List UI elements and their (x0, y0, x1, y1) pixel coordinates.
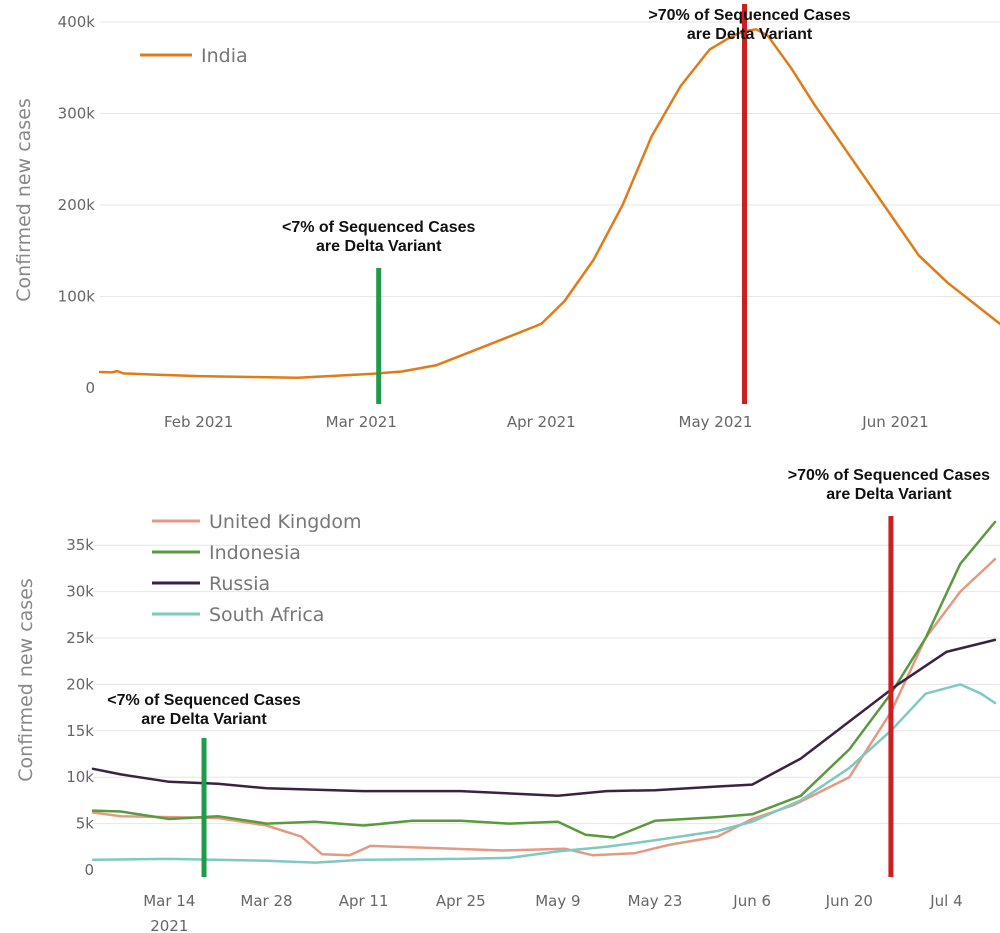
y-tick-label: 200k (58, 196, 96, 214)
annotation-bar (742, 4, 748, 404)
annotation-text: <7% of Sequenced Cases (107, 692, 301, 709)
y-tick-label: 25k (66, 629, 94, 647)
legend-label-united-kingdom: United Kingdom (209, 511, 362, 533)
annotation-bar (888, 516, 894, 877)
annotation-text: >70% of Sequenced Cases (648, 7, 850, 24)
x-tick-label: Mar 2021 (326, 413, 397, 431)
y-tick-label: 400k (58, 13, 96, 31)
y-axis-label: Confirmed new cases (13, 98, 35, 302)
series-line-india (98, 28, 1000, 380)
y-tick-label: 10k (66, 768, 94, 786)
annotation-bar (201, 738, 207, 877)
y-tick-label: 100k (58, 288, 96, 306)
y-tick-label: 20k (66, 675, 94, 693)
series-line-indonesia (91, 520, 997, 839)
y-tick-label: 300k (58, 105, 96, 123)
x-tick-label: Mar 28 (240, 892, 292, 910)
x-tick-label: Jun 20 (825, 892, 873, 910)
x-tick-label: May 2021 (679, 413, 753, 431)
x-tick-label: Mar 14 (143, 892, 195, 910)
x-tick-label: May 23 (628, 892, 683, 910)
x-tick-label: Apr 25 (436, 892, 486, 910)
x-tick-year-label: 2021 (150, 917, 188, 933)
annotation-text: are Delta Variant (826, 486, 952, 503)
y-tick-label: 15k (66, 722, 94, 740)
y-tick-label: 0 (85, 379, 95, 397)
annotation-text: are Delta Variant (141, 711, 267, 728)
annotation-text: >70% of Sequenced Cases (788, 467, 990, 484)
x-tick-label: Jun 6 (732, 892, 771, 910)
legend-label-russia: Russia (209, 573, 270, 595)
y-axis-label: Confirmed new cases (15, 578, 37, 782)
india-chart: 0 100k 200k 300k 400k Confirmed new cases Feb … (13, 4, 1000, 431)
y-tick-label: 5k (76, 815, 95, 833)
x-tick-label: Feb 2021 (164, 413, 234, 431)
annotation-bar (376, 268, 382, 404)
x-tick-label: Jul 4 (929, 892, 962, 910)
x-tick-label: Jun 2021 (861, 413, 928, 431)
y-tick-label: 0 (84, 861, 94, 879)
legend-label-south-africa: South Africa (209, 604, 324, 626)
x-tick-label: Apr 11 (339, 892, 389, 910)
annotation-text: are Delta Variant (687, 26, 813, 43)
series-line-south-africa (91, 683, 997, 864)
annotation-text: <7% of Sequenced Cases (282, 219, 476, 236)
multi-country-chart: 0 5k 10k 15k 20k 25k 30k 35k Confirmed new cases… (15, 467, 1000, 933)
y-tick-label: 30k (66, 583, 94, 601)
annotation-text: are Delta Variant (316, 238, 442, 255)
legend-label-india: India (201, 45, 248, 67)
x-tick-label: May 9 (535, 892, 580, 910)
y-tick-label: 35k (66, 536, 94, 554)
legend-label-indonesia: Indonesia (209, 542, 301, 564)
x-tick-label: Apr 2021 (507, 413, 576, 431)
